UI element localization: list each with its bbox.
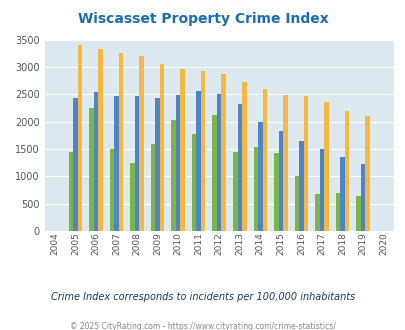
- Bar: [324, 102, 328, 231]
- Text: © 2025 CityRating.com - https://www.cityrating.com/crime-statistics/: © 2025 CityRating.com - https://www.city…: [70, 322, 335, 330]
- Bar: [335, 193, 339, 231]
- Bar: [98, 49, 102, 231]
- Bar: [303, 96, 307, 231]
- Bar: [134, 96, 139, 231]
- Bar: [196, 91, 200, 231]
- Bar: [273, 153, 278, 231]
- Bar: [258, 122, 262, 231]
- Bar: [344, 111, 348, 231]
- Text: Wiscasset Property Crime Index: Wiscasset Property Crime Index: [77, 12, 328, 25]
- Bar: [180, 69, 185, 231]
- Bar: [241, 82, 246, 231]
- Bar: [212, 115, 216, 231]
- Bar: [155, 98, 160, 231]
- Bar: [262, 89, 266, 231]
- Bar: [89, 108, 94, 231]
- Bar: [200, 71, 205, 231]
- Bar: [216, 94, 221, 231]
- Bar: [94, 92, 98, 231]
- Bar: [278, 131, 282, 231]
- Bar: [139, 56, 143, 231]
- Bar: [253, 147, 258, 231]
- Text: Crime Index corresponds to incidents per 100,000 inhabitants: Crime Index corresponds to incidents per…: [51, 292, 354, 302]
- Bar: [175, 95, 180, 231]
- Bar: [68, 152, 73, 231]
- Bar: [160, 64, 164, 231]
- Bar: [319, 149, 324, 231]
- Bar: [192, 134, 196, 231]
- Bar: [294, 176, 298, 231]
- Bar: [114, 96, 119, 231]
- Bar: [298, 141, 303, 231]
- Bar: [151, 144, 155, 231]
- Bar: [77, 45, 82, 231]
- Bar: [171, 120, 175, 231]
- Bar: [232, 152, 237, 231]
- Bar: [73, 98, 77, 231]
- Bar: [119, 53, 123, 231]
- Bar: [314, 194, 319, 231]
- Bar: [355, 196, 360, 231]
- Bar: [221, 74, 226, 231]
- Bar: [364, 115, 369, 231]
- Bar: [237, 104, 241, 231]
- Bar: [339, 157, 344, 231]
- Bar: [109, 149, 114, 231]
- Bar: [360, 164, 364, 231]
- Bar: [130, 163, 134, 231]
- Bar: [282, 95, 287, 231]
